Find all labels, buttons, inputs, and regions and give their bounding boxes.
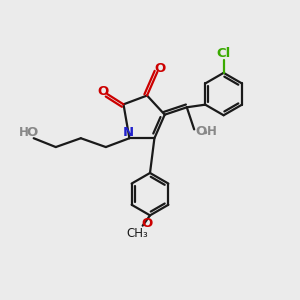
Text: O: O [97, 85, 109, 98]
Text: N: N [122, 126, 134, 140]
Text: O: O [155, 62, 166, 75]
Text: O: O [195, 125, 206, 138]
Text: H: H [207, 125, 217, 138]
Text: CH₃: CH₃ [126, 227, 148, 240]
Text: O: O [141, 217, 153, 230]
Text: Cl: Cl [217, 47, 231, 60]
Text: H: H [19, 126, 28, 140]
Text: O: O [27, 126, 38, 140]
